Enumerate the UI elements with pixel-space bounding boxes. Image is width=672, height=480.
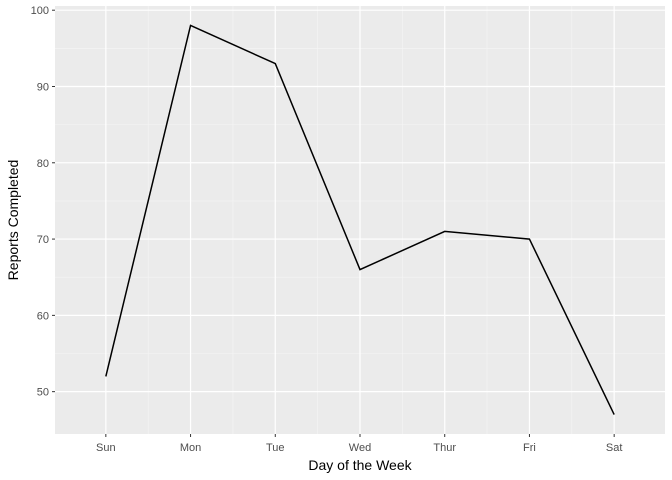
x-tick-label: Thur — [433, 442, 456, 454]
y-tick-label: 100 — [31, 5, 49, 17]
series-line — [105, 24, 615, 415]
x-tick-label: Mon — [180, 442, 201, 454]
y-tick-label: 50 — [37, 387, 49, 399]
x-tick-label: Sun — [96, 442, 116, 454]
grid-major — [55, 6, 665, 434]
y-tick-label: 80 — [37, 158, 49, 170]
x-tick-label: Sat — [606, 442, 623, 454]
x-tick-label: Wed — [349, 442, 371, 454]
x-tick-label: Tue — [266, 442, 285, 454]
x-tick-label: Fri — [523, 442, 536, 454]
x-axis: Sun Mon Tue Wed Thur Fri Sat — [96, 434, 622, 454]
y-tick-label: 70 — [37, 234, 49, 246]
x-axis-title: Day of the Week — [308, 457, 412, 473]
y-axis-title: Reports Completed — [5, 160, 21, 281]
y-axis: 50 60 70 80 90 100 — [31, 5, 55, 399]
y-tick-label: 60 — [37, 310, 49, 322]
y-tick-label: 90 — [37, 81, 49, 93]
